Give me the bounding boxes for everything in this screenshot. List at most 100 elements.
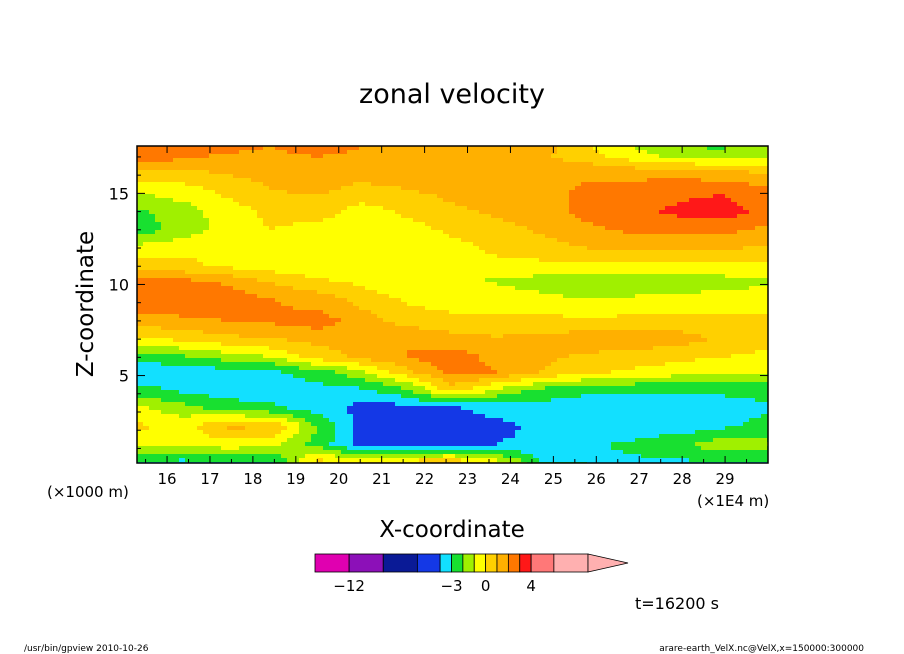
contour-cell [263,234,270,239]
contour-cell [215,310,222,315]
contour-cell [377,242,384,247]
contour-cell [467,198,474,203]
contour-cell [443,198,450,203]
contour-cell [425,314,432,319]
contour-cell [707,286,714,291]
contour-cell [737,206,744,211]
contour-cell [383,234,390,239]
contour-cell [437,146,444,151]
contour-cell [641,262,648,267]
contour-cell [515,310,522,315]
contour-cell [239,150,246,155]
contour-cell [467,290,474,295]
contour-cell [449,242,456,247]
contour-cell [725,250,732,255]
contour-cell [149,302,156,307]
contour-cell [185,334,192,339]
contour-cell [353,318,360,323]
contour-cell [371,330,378,335]
contour-cell [737,302,744,307]
contour-cell [353,194,360,199]
contour-cell [437,190,444,195]
contour-cell [191,306,198,311]
contour-cell [749,298,756,303]
contour-cell [689,274,696,279]
contour-cell [191,222,198,227]
contour-cell [233,186,240,191]
contour-cell [311,170,318,175]
contour-cell [659,226,666,231]
contour-cell [635,226,642,231]
contour-cell [629,166,636,171]
contour-cell [143,154,150,159]
contour-cell [491,270,498,275]
contour-cell [197,170,204,175]
contour-cell [143,198,150,203]
contour-cell [353,278,360,283]
contour-cell [551,146,558,151]
contour-cell [155,286,162,291]
contour-cell [341,234,348,239]
contour-cell [755,222,762,227]
contour-cell [725,286,732,291]
contour-cell [443,302,450,307]
contour-cell [239,146,246,151]
contour-cell [329,194,336,199]
contour-cell [383,214,390,219]
contour-cell [323,298,330,303]
contour-cell [677,162,684,167]
contour-cell [281,206,288,211]
contour-cell [569,206,576,211]
contour-cell [539,222,546,227]
contour-cell [395,170,402,175]
contour-cell [197,258,204,263]
contour-cell [383,146,390,151]
contour-cell [425,318,432,323]
contour-cell [533,174,540,179]
contour-cell [179,294,186,299]
contour-cell [719,170,726,175]
contour-cell [587,330,594,335]
contour-cell [545,310,552,315]
contour-cell [539,246,546,251]
contour-cell [599,278,606,283]
contour-cell [749,158,756,163]
contour-cell [575,326,582,331]
contour-cell [221,310,228,315]
contour-cell [239,266,246,271]
contour-cell [311,254,318,259]
contour-cell [545,146,552,151]
contour-cell [449,198,456,203]
contour-cell [551,214,558,219]
contour-cell [425,230,432,235]
contour-cell [173,310,180,315]
contour-cell [155,254,162,259]
contour-cell [689,214,696,219]
contour-cell [413,262,420,267]
contour-cell [581,310,588,315]
contour-cell [395,154,402,159]
contour-cell [575,322,582,327]
contour-cell [161,250,168,255]
contour-cell [257,218,264,223]
contour-cell [419,274,426,279]
contour-cell [557,310,564,315]
contour-cell [203,242,210,247]
contour-cell [161,266,168,271]
contour-cell [443,282,450,287]
contour-cell [599,286,606,291]
contour-cell [671,218,678,223]
contour-cell [539,314,546,319]
contour-cell [197,222,204,227]
contour-cell [239,290,246,295]
contour-cell [263,194,270,199]
contour-cell [419,210,426,215]
contour-cell [737,314,744,319]
contour-cell [347,190,354,195]
contour-cell [719,306,726,311]
contour-cell [377,218,384,223]
contour-cell [431,238,438,243]
contour-cell [599,170,606,175]
contour-cell [509,178,516,183]
contour-cell [473,282,480,287]
